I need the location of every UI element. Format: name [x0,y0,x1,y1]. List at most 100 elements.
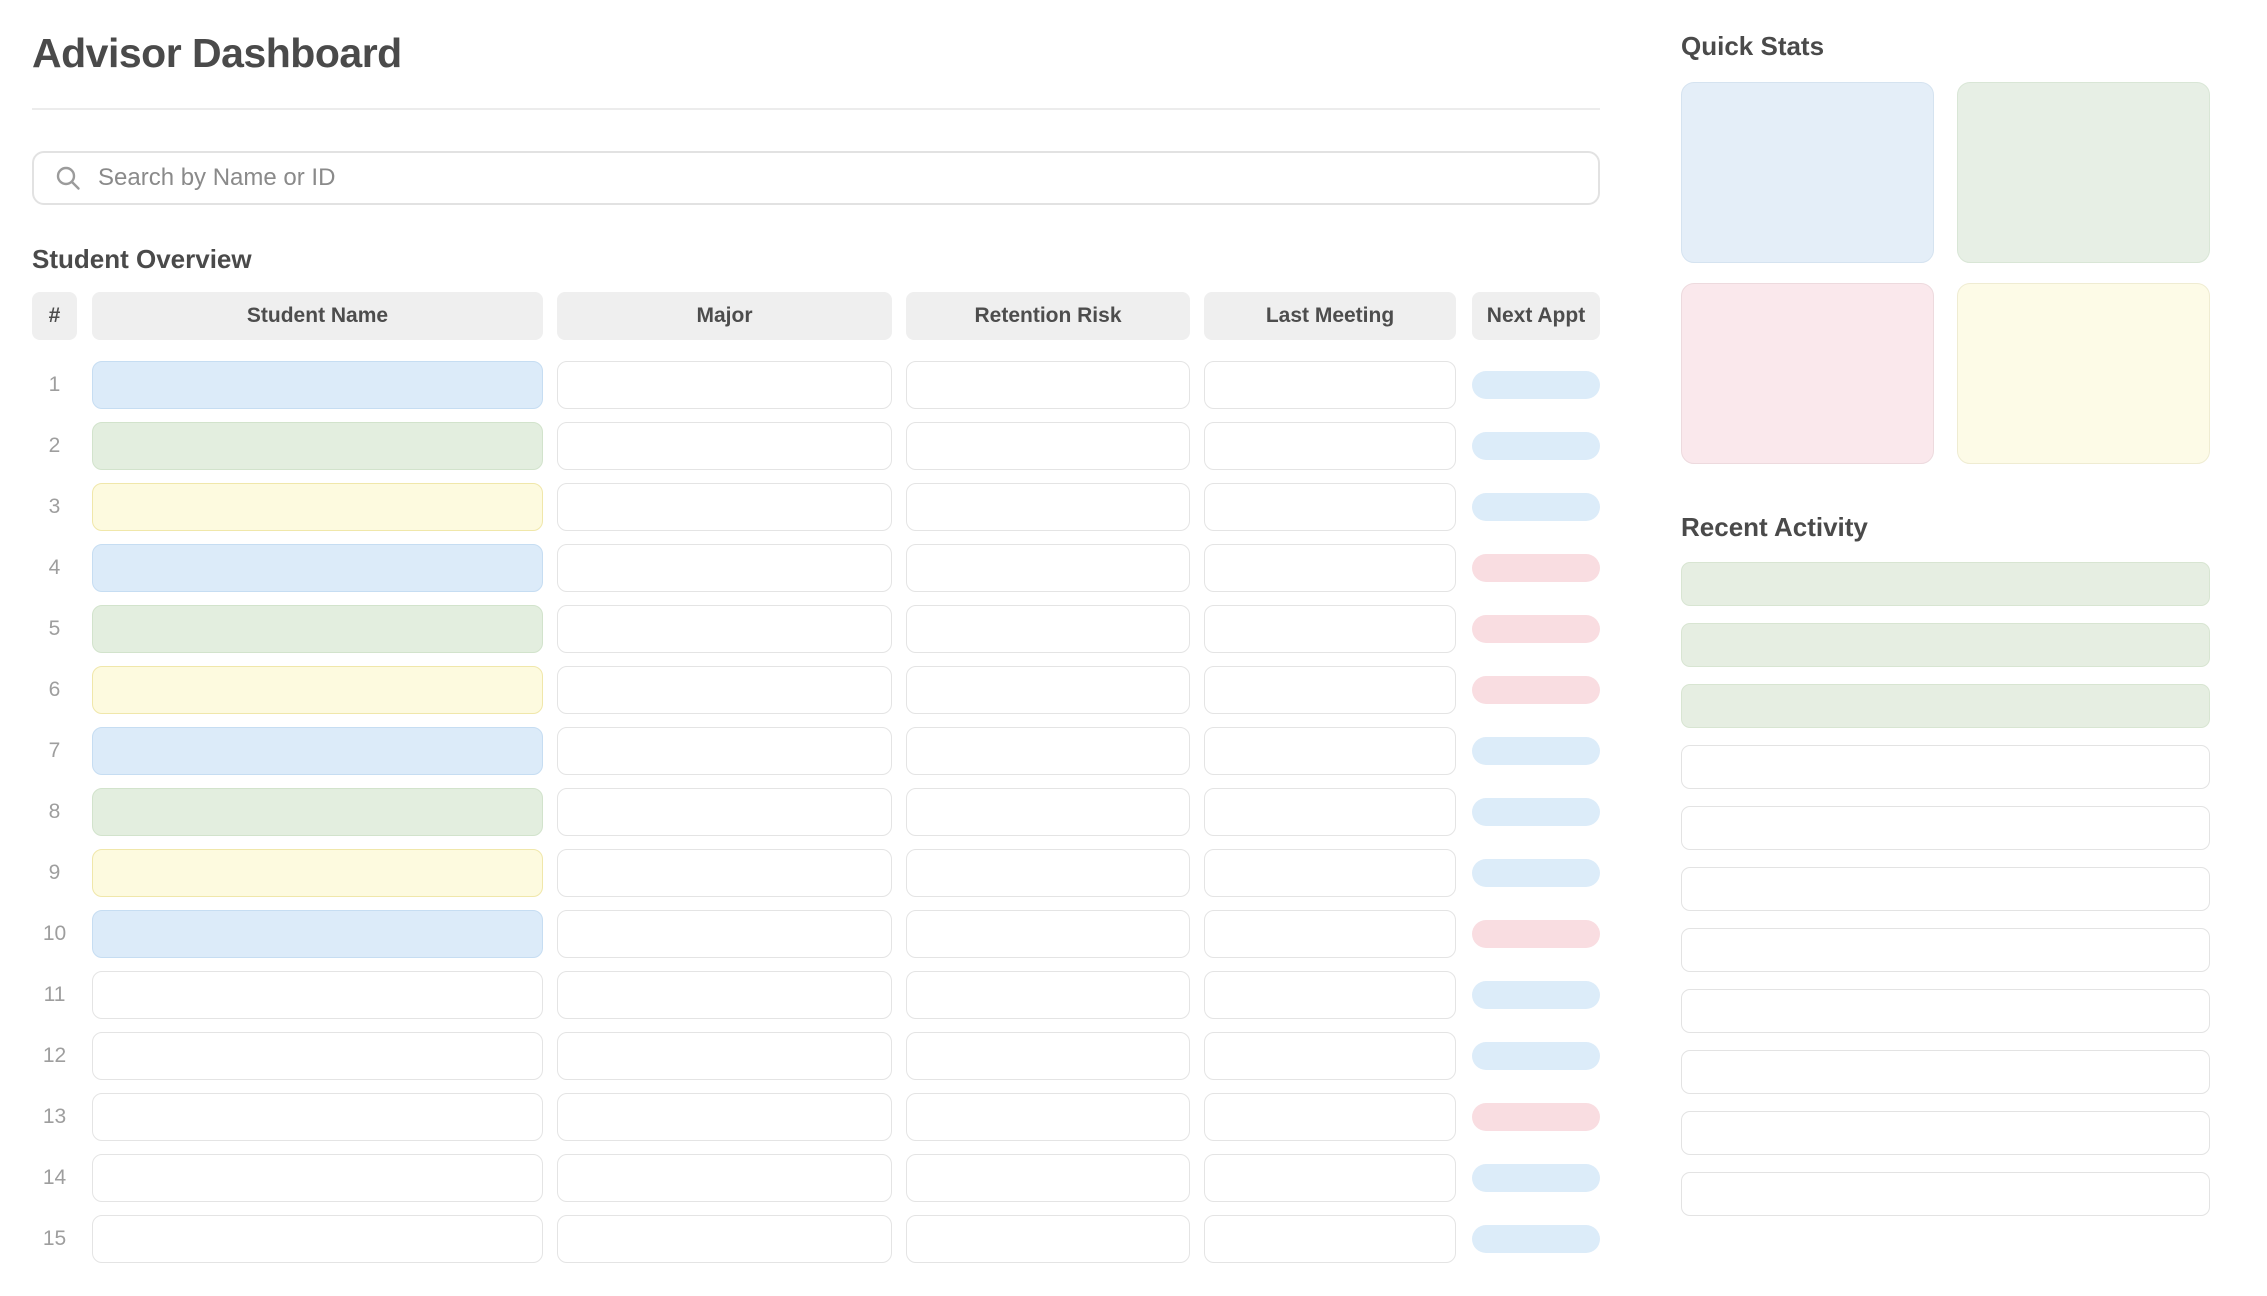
last-meeting-cell[interactable] [1204,1215,1456,1263]
last-meeting-cell[interactable] [1204,910,1456,958]
major-cell[interactable] [557,605,892,653]
student-name-cell[interactable] [92,727,543,775]
quick-stat-card[interactable] [1957,82,2210,263]
last-meeting-cell[interactable] [1204,666,1456,714]
retention-risk-cell[interactable] [906,422,1190,470]
next-appt-pill[interactable] [1472,1225,1600,1253]
retention-risk-cell[interactable] [906,544,1190,592]
next-appt-pill[interactable] [1472,981,1600,1009]
header-last-meeting[interactable]: Last Meeting [1204,292,1456,340]
next-appt-pill[interactable] [1472,859,1600,887]
activity-item[interactable] [1681,989,2210,1033]
last-meeting-cell[interactable] [1204,1154,1456,1202]
next-appt-pill[interactable] [1472,1103,1600,1131]
next-appt-pill[interactable] [1472,920,1600,948]
major-cell[interactable] [557,910,892,958]
header-retention-risk[interactable]: Retention Risk [906,292,1190,340]
activity-item[interactable] [1681,806,2210,850]
header-student-name[interactable]: Student Name [92,292,543,340]
activity-item[interactable] [1681,1111,2210,1155]
student-name-cell[interactable] [92,666,543,714]
next-appt-pill[interactable] [1472,676,1600,704]
next-appt-pill[interactable] [1472,432,1600,460]
next-appt-pill[interactable] [1472,1164,1600,1192]
retention-risk-cell[interactable] [906,727,1190,775]
quick-stat-card[interactable] [1681,82,1934,263]
header-number[interactable]: # [32,292,77,340]
student-name-cell[interactable] [92,605,543,653]
major-cell[interactable] [557,727,892,775]
last-meeting-cell[interactable] [1204,788,1456,836]
last-meeting-cell[interactable] [1204,483,1456,531]
quick-stat-card[interactable] [1681,283,1934,464]
last-meeting-cell[interactable] [1204,544,1456,592]
major-cell[interactable] [557,1093,892,1141]
major-cell[interactable] [557,422,892,470]
retention-risk-cell[interactable] [906,1215,1190,1263]
student-name-cell[interactable] [92,788,543,836]
retention-risk-cell[interactable] [906,1032,1190,1080]
last-meeting-cell[interactable] [1204,971,1456,1019]
row-number: 15 [42,1227,67,1250]
search-bar[interactable] [32,151,1600,205]
major-cell[interactable] [557,666,892,714]
quick-stat-card[interactable] [1957,283,2210,464]
last-meeting-cell[interactable] [1204,361,1456,409]
student-name-cell[interactable] [92,971,543,1019]
next-appt-pill[interactable] [1472,554,1600,582]
student-name-cell[interactable] [92,1215,543,1263]
major-cell[interactable] [557,1032,892,1080]
major-cell[interactable] [557,971,892,1019]
retention-risk-cell[interactable] [906,910,1190,958]
header-major[interactable]: Major [557,292,892,340]
major-cell[interactable] [557,483,892,531]
next-appt-pill[interactable] [1472,371,1600,399]
header-next-appt[interactable]: Next Appt [1472,292,1600,340]
student-name-cell[interactable] [92,544,543,592]
major-cell[interactable] [557,849,892,897]
major-cell[interactable] [557,788,892,836]
last-meeting-cell[interactable] [1204,727,1456,775]
next-appt-pill[interactable] [1472,615,1600,643]
last-meeting-cell[interactable] [1204,1032,1456,1080]
student-name-cell[interactable] [92,849,543,897]
activity-item[interactable] [1681,684,2210,728]
last-meeting-cell[interactable] [1204,849,1456,897]
student-name-cell[interactable] [92,483,543,531]
student-name-cell[interactable] [92,910,543,958]
student-name-cell[interactable] [92,422,543,470]
major-cell[interactable] [557,544,892,592]
retention-risk-cell[interactable] [906,1093,1190,1141]
activity-item[interactable] [1681,928,2210,972]
retention-risk-cell[interactable] [906,971,1190,1019]
retention-risk-cell[interactable] [906,849,1190,897]
major-cell[interactable] [557,1215,892,1263]
student-name-cell[interactable] [92,361,543,409]
activity-item[interactable] [1681,1172,2210,1216]
student-table: 1 2 3 4 [32,361,1632,1276]
last-meeting-cell[interactable] [1204,1093,1456,1141]
activity-item[interactable] [1681,623,2210,667]
student-name-cell[interactable] [92,1093,543,1141]
next-appt-pill[interactable] [1472,798,1600,826]
retention-risk-cell[interactable] [906,361,1190,409]
search-input[interactable] [98,164,1578,192]
major-cell[interactable] [557,361,892,409]
last-meeting-cell[interactable] [1204,605,1456,653]
activity-item[interactable] [1681,745,2210,789]
retention-risk-cell[interactable] [906,1154,1190,1202]
retention-risk-cell[interactable] [906,483,1190,531]
student-name-cell[interactable] [92,1032,543,1080]
next-appt-pill[interactable] [1472,1042,1600,1070]
next-appt-pill[interactable] [1472,737,1600,765]
retention-risk-cell[interactable] [906,605,1190,653]
activity-item[interactable] [1681,562,2210,606]
major-cell[interactable] [557,1154,892,1202]
activity-item[interactable] [1681,867,2210,911]
retention-risk-cell[interactable] [906,666,1190,714]
last-meeting-cell[interactable] [1204,422,1456,470]
activity-item[interactable] [1681,1050,2210,1094]
retention-risk-cell[interactable] [906,788,1190,836]
next-appt-pill[interactable] [1472,493,1600,521]
student-name-cell[interactable] [92,1154,543,1202]
